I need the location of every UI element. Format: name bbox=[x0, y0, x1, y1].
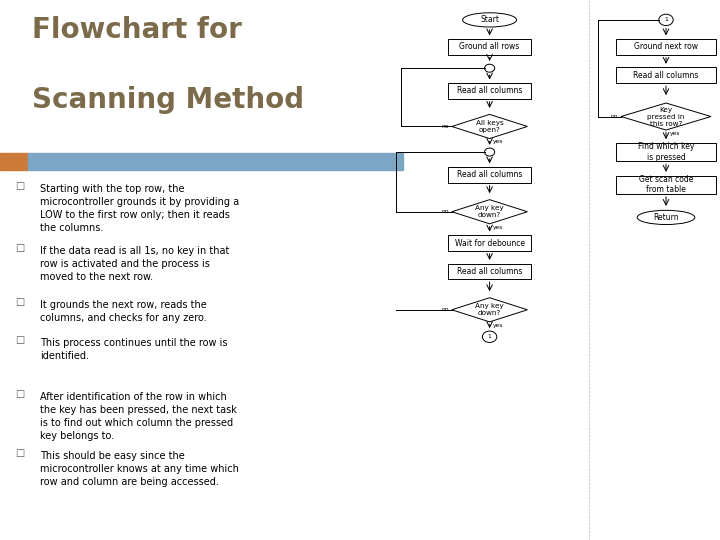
Text: This process continues until the row is
identified.: This process continues until the row is … bbox=[40, 338, 228, 361]
Text: 1: 1 bbox=[487, 334, 492, 339]
FancyBboxPatch shape bbox=[448, 235, 531, 251]
Text: no: no bbox=[441, 307, 449, 312]
FancyBboxPatch shape bbox=[616, 39, 716, 55]
Circle shape bbox=[659, 14, 673, 25]
Bar bbox=[28, 153, 403, 170]
Text: □: □ bbox=[16, 181, 24, 191]
Ellipse shape bbox=[637, 210, 695, 225]
Bar bbox=[0, 153, 28, 170]
Text: no: no bbox=[611, 114, 618, 119]
Polygon shape bbox=[452, 200, 527, 224]
Text: Return: Return bbox=[653, 213, 679, 222]
Text: no: no bbox=[441, 209, 449, 214]
Text: Ground next row: Ground next row bbox=[634, 43, 698, 51]
FancyBboxPatch shape bbox=[448, 167, 531, 183]
Text: Wait for debounce: Wait for debounce bbox=[454, 239, 525, 247]
Text: Flowchart for: Flowchart for bbox=[32, 16, 242, 44]
Polygon shape bbox=[452, 298, 527, 322]
FancyBboxPatch shape bbox=[448, 264, 531, 279]
FancyBboxPatch shape bbox=[448, 83, 531, 99]
Text: Scanning Method: Scanning Method bbox=[32, 86, 305, 114]
Text: yes: yes bbox=[493, 139, 503, 144]
Circle shape bbox=[485, 148, 495, 156]
Text: □: □ bbox=[16, 389, 24, 399]
FancyBboxPatch shape bbox=[448, 39, 531, 55]
Text: If the data read is all 1s, no key in that
row is activated and the process is
m: If the data read is all 1s, no key in th… bbox=[40, 246, 230, 282]
FancyBboxPatch shape bbox=[616, 68, 716, 83]
Text: □: □ bbox=[16, 335, 24, 345]
Text: yes: yes bbox=[670, 131, 680, 136]
Circle shape bbox=[485, 64, 495, 72]
Text: Key
pressed in
this row?: Key pressed in this row? bbox=[647, 106, 685, 126]
Text: Any key
down?: Any key down? bbox=[475, 303, 504, 316]
Text: no: no bbox=[441, 124, 449, 129]
Polygon shape bbox=[621, 103, 711, 130]
Text: Read all columns: Read all columns bbox=[457, 170, 522, 179]
FancyBboxPatch shape bbox=[616, 143, 716, 161]
Text: This should be easy since the
microcontroller knows at any time which
row and co: This should be easy since the microcontr… bbox=[40, 451, 239, 487]
Text: Find which key
is pressed: Find which key is pressed bbox=[638, 143, 694, 162]
Text: After identification of the row in which
the key has been pressed, the next task: After identification of the row in which… bbox=[40, 392, 237, 441]
Text: All keys
open?: All keys open? bbox=[476, 120, 503, 133]
Text: 1: 1 bbox=[664, 17, 668, 22]
Text: yes: yes bbox=[493, 322, 503, 328]
Text: Read all columns: Read all columns bbox=[457, 86, 522, 96]
Text: □: □ bbox=[16, 297, 24, 307]
Text: Ground all rows: Ground all rows bbox=[459, 43, 520, 51]
Polygon shape bbox=[452, 114, 527, 139]
Text: □: □ bbox=[16, 448, 24, 458]
Text: Read all columns: Read all columns bbox=[634, 71, 698, 80]
Text: Starting with the top row, the
microcontroller grounds it by providing a
LOW to : Starting with the top row, the microcont… bbox=[40, 184, 240, 233]
Text: Read all columns: Read all columns bbox=[457, 267, 522, 276]
Text: □: □ bbox=[16, 243, 24, 253]
Text: Get scan code
from table: Get scan code from table bbox=[639, 175, 693, 194]
Circle shape bbox=[482, 331, 497, 342]
Text: Any key
down?: Any key down? bbox=[475, 205, 504, 218]
Ellipse shape bbox=[463, 13, 517, 27]
FancyBboxPatch shape bbox=[616, 176, 716, 194]
Text: Start: Start bbox=[480, 16, 499, 24]
Text: It grounds the next row, reads the
columns, and checks for any zero.: It grounds the next row, reads the colum… bbox=[40, 300, 207, 323]
Text: yes: yes bbox=[493, 225, 503, 230]
